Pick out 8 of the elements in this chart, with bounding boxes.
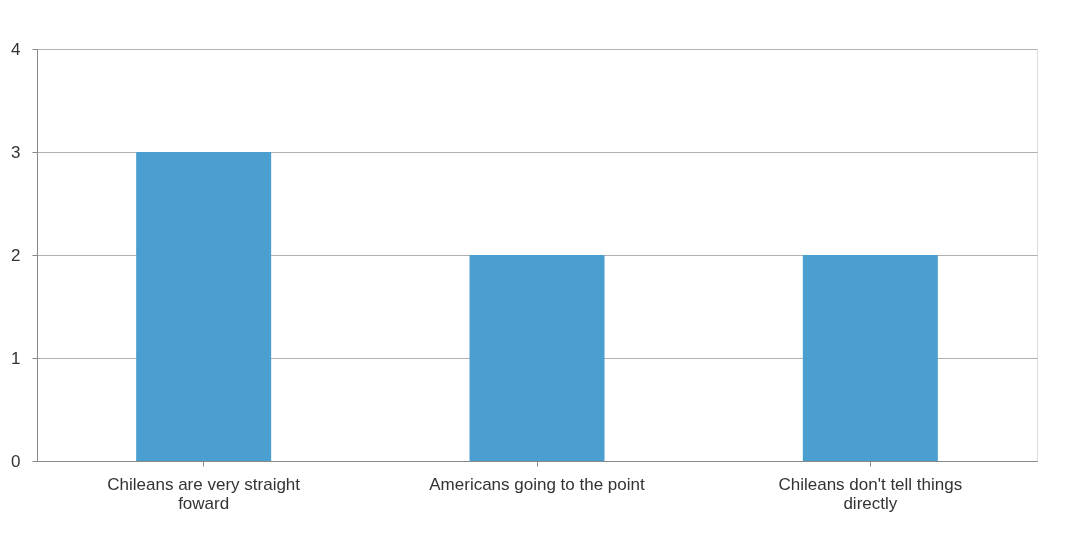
x-tick-label: Americans going to the point [429,474,646,494]
y-tick-label: 1 [11,348,21,368]
y-tick-label: 2 [11,245,21,265]
y-tick-label: 3 [11,142,21,162]
y-tick-label: 0 [11,451,21,471]
x-tick-label: Chileans don't tell things directly [778,474,963,513]
y-tick-label: 4 [11,39,21,59]
x-tick-label: Chileans are very straight foward [107,474,301,513]
